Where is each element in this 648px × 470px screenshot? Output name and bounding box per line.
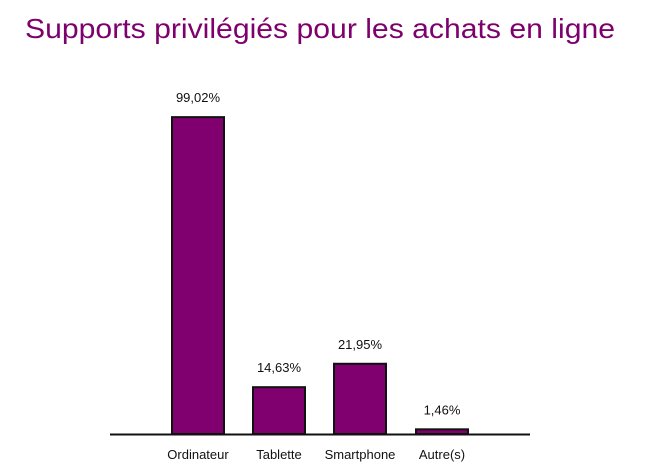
category-label: Tablette bbox=[256, 447, 302, 462]
chart-title: Supports privilégiés pour les achats en … bbox=[25, 13, 615, 44]
data-label: 21,95% bbox=[338, 337, 383, 352]
category-label: Smartphone bbox=[325, 447, 396, 462]
category-label: Autre(s) bbox=[419, 447, 465, 462]
data-label: 14,63% bbox=[257, 360, 302, 375]
category-label: Ordinateur bbox=[167, 447, 229, 462]
data-label: 1,46% bbox=[424, 402, 461, 417]
data-label: 99,02% bbox=[176, 90, 221, 105]
bar-smartphone bbox=[333, 362, 387, 436]
bar-ordinateur bbox=[171, 116, 225, 436]
bar-autres bbox=[415, 428, 469, 436]
bar-tablette bbox=[252, 386, 306, 435]
